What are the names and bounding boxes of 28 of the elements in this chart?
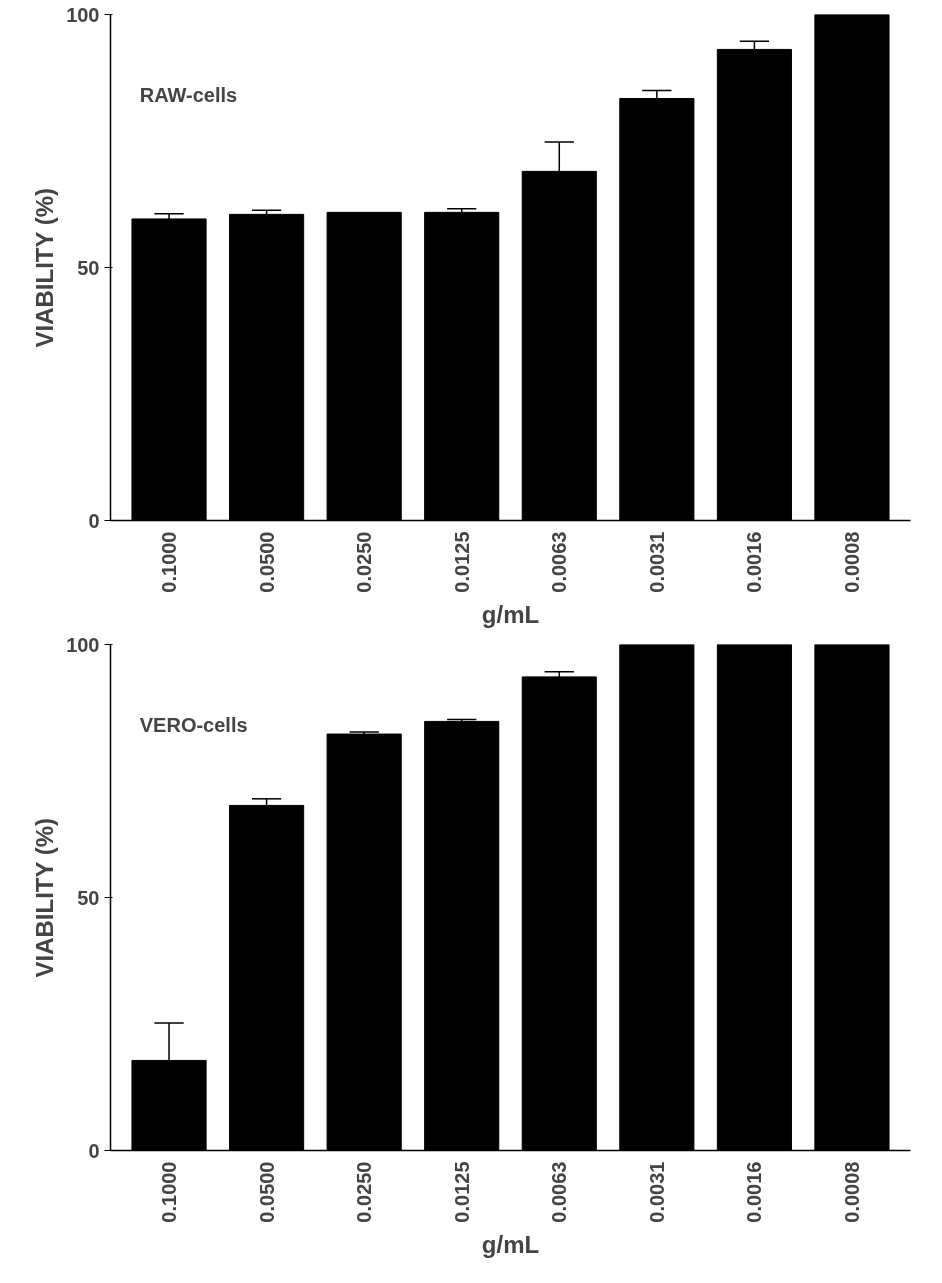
x-tick-label: 0.0250 (353, 1161, 376, 1223)
x-axis-title: g/mL (481, 600, 540, 628)
x-tick-label: 0.0016 (743, 531, 766, 593)
x-tick-label: 0.0031 (645, 1161, 668, 1223)
y-tick-label: 50 (77, 256, 100, 279)
x-tick-label: 0.0125 (450, 531, 473, 593)
x-tick-label: 0.0500 (255, 1161, 278, 1223)
x-tick-label: 0.0008 (840, 531, 863, 593)
y-tick-label: 0 (88, 509, 100, 532)
x-tick-label: 0.1000 (158, 531, 181, 593)
y-axis-title: VIABILITY (%) (31, 187, 59, 348)
x-tick-label: 0.0008 (840, 1161, 863, 1223)
x-tick-label: 0.0031 (645, 531, 668, 593)
x-tick-label: 0.0016 (743, 1161, 766, 1223)
x-tick-label: 0.0063 (548, 531, 571, 593)
x-tick-label: 0.1000 (158, 1161, 181, 1223)
x-tick-label: 0.0063 (548, 1161, 571, 1223)
annotation: RAW-cells (139, 83, 238, 106)
x-tick-label: 0.0500 (255, 531, 278, 593)
x-tick-label: 0.0250 (353, 531, 376, 593)
annotation: VERO-cells (139, 713, 248, 736)
y-axis-title: VIABILITY (%) (31, 817, 59, 978)
x-axis-title: g/mL (481, 1230, 540, 1258)
y-tick-label: 100 (66, 633, 100, 656)
y-tick-label: 100 (66, 3, 100, 26)
x-tick-label: 0.0125 (450, 1161, 473, 1223)
y-tick-label: 0 (88, 1139, 100, 1162)
y-tick-label: 50 (77, 886, 100, 909)
